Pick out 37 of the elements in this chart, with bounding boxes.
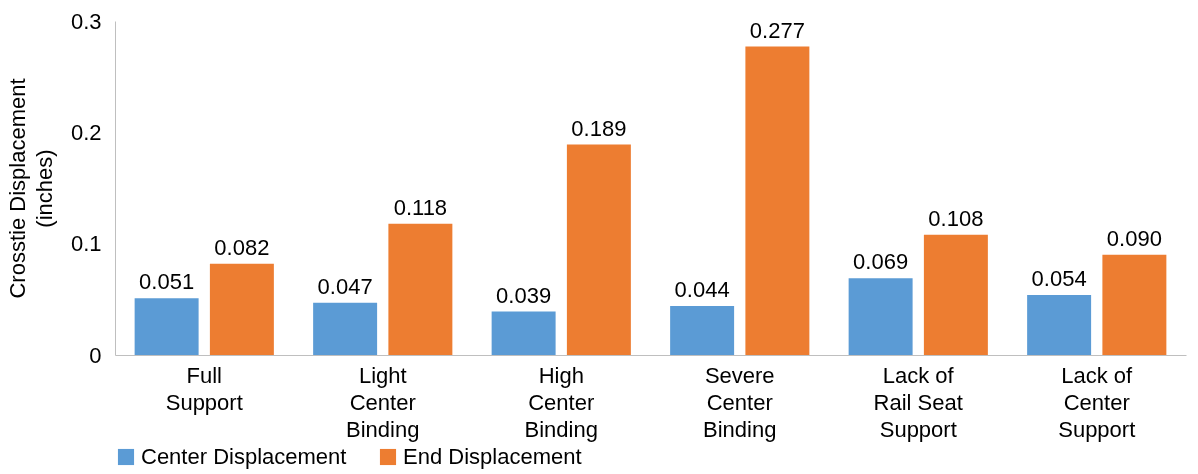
y-tick-label: 0.2 xyxy=(70,119,102,145)
bar xyxy=(313,302,378,355)
data-label: 0.189 xyxy=(571,115,627,141)
bar xyxy=(566,144,631,355)
y-axis-title: Crosstie Displacement (inches) xyxy=(4,78,57,299)
bar xyxy=(923,234,988,355)
y-tick-label: 0.1 xyxy=(70,231,102,257)
data-label: 0.054 xyxy=(1031,265,1087,291)
bar xyxy=(209,263,274,355)
bar xyxy=(670,306,735,355)
bar xyxy=(388,223,453,355)
bar xyxy=(491,311,556,355)
data-label: 0.051 xyxy=(139,269,195,295)
x-tick-label: Severe Center Binding xyxy=(703,362,777,442)
bar xyxy=(745,46,810,355)
x-tick-label: Lack of Center Support xyxy=(1058,362,1136,442)
x-tick-label: Full Support xyxy=(165,362,243,415)
x-tick-label: High Center Binding xyxy=(524,362,598,442)
bar xyxy=(1027,294,1092,355)
data-label: 0.047 xyxy=(317,273,373,299)
data-label: 0.090 xyxy=(1106,225,1162,251)
data-label: 0.039 xyxy=(496,282,552,308)
x-tick-label: Lack of Rail Seat Support xyxy=(873,362,963,442)
bar xyxy=(134,298,199,355)
legend-label: Center Displacement xyxy=(141,444,347,469)
data-label: 0.277 xyxy=(749,17,805,43)
data-label: 0.044 xyxy=(674,277,730,303)
legend-label: End Displacement xyxy=(403,444,582,469)
y-tick-label: 0.3 xyxy=(70,8,102,34)
data-label: 0.082 xyxy=(214,234,270,260)
data-label: 0.069 xyxy=(853,249,909,275)
x-tick-label: Light Center Binding xyxy=(346,362,420,442)
data-label: 0.118 xyxy=(393,194,448,220)
data-label: 0.108 xyxy=(928,205,984,231)
bar xyxy=(848,278,913,355)
bar xyxy=(1102,254,1167,355)
y-tick-label: 0 xyxy=(89,342,102,368)
